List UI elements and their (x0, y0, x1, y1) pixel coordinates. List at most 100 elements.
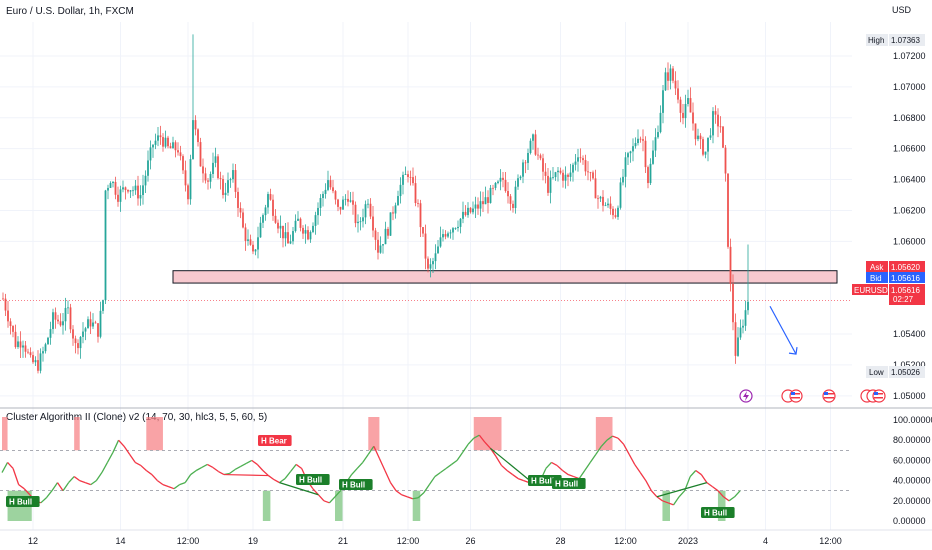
oscillator-segment (190, 469, 197, 476)
candle-body (24, 345, 27, 352)
candle-body (244, 227, 247, 241)
oscillator-segment (473, 434, 480, 439)
chart-title: Euro / U.S. Dollar, 1h, FXCM (6, 6, 134, 17)
candle-body (734, 322, 737, 356)
candle-body (679, 99, 682, 113)
oscillator-segment (268, 475, 275, 481)
low-label: Low (869, 368, 884, 377)
us-flag-icon[interactable] (781, 389, 803, 403)
candle-body (534, 134, 537, 155)
candle-body (384, 228, 387, 245)
oscillator-segment (123, 445, 131, 455)
candle-body (214, 156, 217, 163)
candle-body (202, 166, 204, 174)
price-tick-label: 1.07000 (893, 82, 926, 92)
candle-body (454, 228, 457, 229)
oscillator-segment (434, 471, 441, 478)
candle-body (434, 253, 437, 262)
candle-body (339, 206, 342, 210)
candle-body (74, 338, 77, 344)
candle-body (447, 233, 449, 237)
oscillator-segment (162, 484, 169, 488)
oscillator-segment (401, 494, 408, 498)
price-tick-label: 1.05200 (893, 360, 926, 370)
candle-body (302, 227, 304, 234)
candle-body (604, 205, 607, 207)
bear-zone (146, 417, 163, 451)
candle-body (489, 187, 492, 203)
us-flag-icon-2[interactable] (822, 389, 836, 403)
candle-body (129, 190, 132, 192)
candle-body (557, 170, 559, 173)
candle-body (697, 135, 699, 140)
candle-body (459, 218, 462, 227)
candle-body (397, 196, 399, 206)
candle-body (79, 336, 82, 349)
candle-body (524, 162, 527, 164)
candle-body (284, 232, 287, 239)
candle-body (322, 193, 324, 199)
candle-body (162, 137, 164, 147)
candle-body (189, 159, 192, 200)
oscillator-segment (207, 463, 214, 469)
candle-body (422, 227, 424, 234)
candle-body (682, 112, 684, 119)
oscillator-segment (451, 459, 458, 465)
oscillator-segment (589, 453, 597, 463)
oscillator-segment (323, 500, 330, 504)
time-tick-label: 19 (248, 536, 258, 546)
candle-body (474, 204, 477, 209)
candle-body (589, 172, 592, 174)
candle-body (577, 157, 579, 162)
oscillator-segment (173, 484, 180, 490)
candle-body (272, 199, 274, 216)
candle-body (252, 244, 254, 252)
projection-arrow (769, 305, 798, 355)
candle-body (249, 239, 252, 245)
oscillator-segment (23, 488, 31, 496)
candle-body (399, 184, 402, 197)
oscillator-segment (600, 439, 608, 447)
oscillator-segment (129, 453, 136, 463)
candle-body (649, 163, 652, 184)
candle-body (639, 138, 642, 140)
oscillator-segment (68, 476, 75, 484)
candle-body (207, 180, 209, 182)
candle-body (237, 191, 239, 208)
price-tick-label: 1.05400 (893, 329, 926, 339)
oscillator-segment (445, 463, 452, 470)
candle-body (172, 142, 174, 149)
us-flag-icon-3[interactable] (860, 389, 886, 403)
candle-body (487, 197, 489, 203)
candle-body (647, 167, 649, 184)
dividend-icon[interactable] (739, 389, 753, 403)
candle-body (267, 194, 269, 208)
bull-zone (335, 490, 343, 521)
candle-body (257, 237, 259, 250)
candle-body (592, 172, 594, 179)
candle-body (42, 351, 44, 354)
oscillator-segment (517, 477, 524, 482)
candle-body (269, 194, 272, 200)
signal-label: H Bull (555, 480, 578, 489)
candle-body (567, 174, 569, 177)
candle-body (622, 176, 624, 183)
oscillator-segment (467, 437, 475, 445)
candle-body (404, 174, 407, 175)
candle-body (314, 215, 317, 226)
candle-body (144, 175, 147, 186)
candle-body (497, 181, 499, 184)
oscillator-segment (273, 479, 280, 484)
candle-body (274, 215, 277, 223)
candle-body (644, 140, 647, 168)
oscillator-segment (423, 484, 430, 494)
oscillator-segment (478, 434, 486, 443)
candle-body (157, 135, 159, 141)
oscillator-segment (595, 445, 602, 455)
candle-body (492, 187, 494, 189)
candle-body (352, 200, 354, 205)
candle-body (227, 180, 229, 193)
oscillator-segment (229, 468, 236, 475)
candle-body (527, 152, 529, 163)
candle-body (52, 312, 54, 330)
